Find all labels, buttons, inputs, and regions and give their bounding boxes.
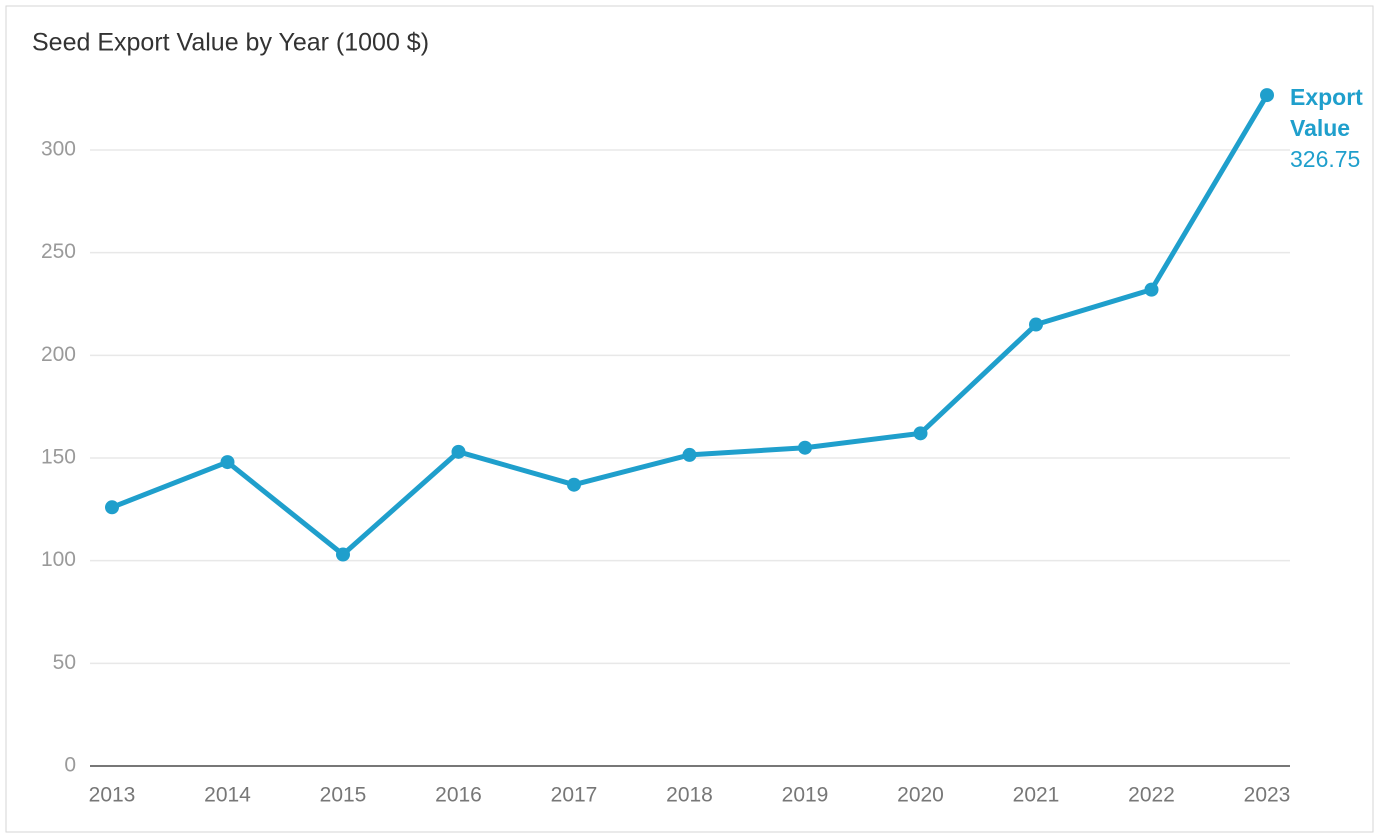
chart-title: Seed Export Value by Year (1000 $) bbox=[32, 29, 429, 57]
x-tick-label: 2022 bbox=[1128, 784, 1175, 807]
point bbox=[220, 455, 235, 470]
series-label: Export Value bbox=[1290, 84, 1363, 141]
point bbox=[1260, 88, 1274, 103]
point bbox=[1029, 317, 1043, 332]
point bbox=[798, 440, 812, 455]
y-tick-label: 100 bbox=[41, 548, 76, 571]
x-tick-label: 2020 bbox=[897, 784, 944, 807]
y-tick-label: 50 bbox=[53, 651, 76, 674]
y-tick-label: 150 bbox=[41, 446, 76, 469]
x-tick-label: 2018 bbox=[666, 784, 713, 807]
x-tick-label: 2016 bbox=[435, 784, 482, 807]
x-tick-label: 2019 bbox=[782, 784, 829, 807]
x-tick-label: 2021 bbox=[1013, 784, 1060, 807]
y-tick-label: 200 bbox=[41, 343, 76, 366]
x-tick-label: 2023 bbox=[1244, 784, 1291, 807]
chart-border bbox=[5, 5, 1374, 833]
y-tick-label: 0 bbox=[64, 754, 76, 777]
point bbox=[567, 477, 581, 492]
point bbox=[913, 426, 928, 441]
x-tick-label: 2015 bbox=[320, 784, 367, 807]
point bbox=[105, 500, 119, 515]
x-tick-label: 2014 bbox=[204, 784, 251, 807]
value-label: 326.75 bbox=[1290, 146, 1361, 172]
x-tick-label: 2017 bbox=[551, 784, 598, 807]
y-tick-label: 300 bbox=[41, 138, 76, 161]
end-label: Export Value 326.75 bbox=[1290, 82, 1374, 175]
point bbox=[336, 547, 350, 562]
y-tick-label: 250 bbox=[41, 240, 76, 263]
point bbox=[682, 447, 697, 462]
x-tick-label: 2013 bbox=[89, 784, 136, 807]
point bbox=[451, 444, 466, 459]
point bbox=[1144, 282, 1159, 297]
